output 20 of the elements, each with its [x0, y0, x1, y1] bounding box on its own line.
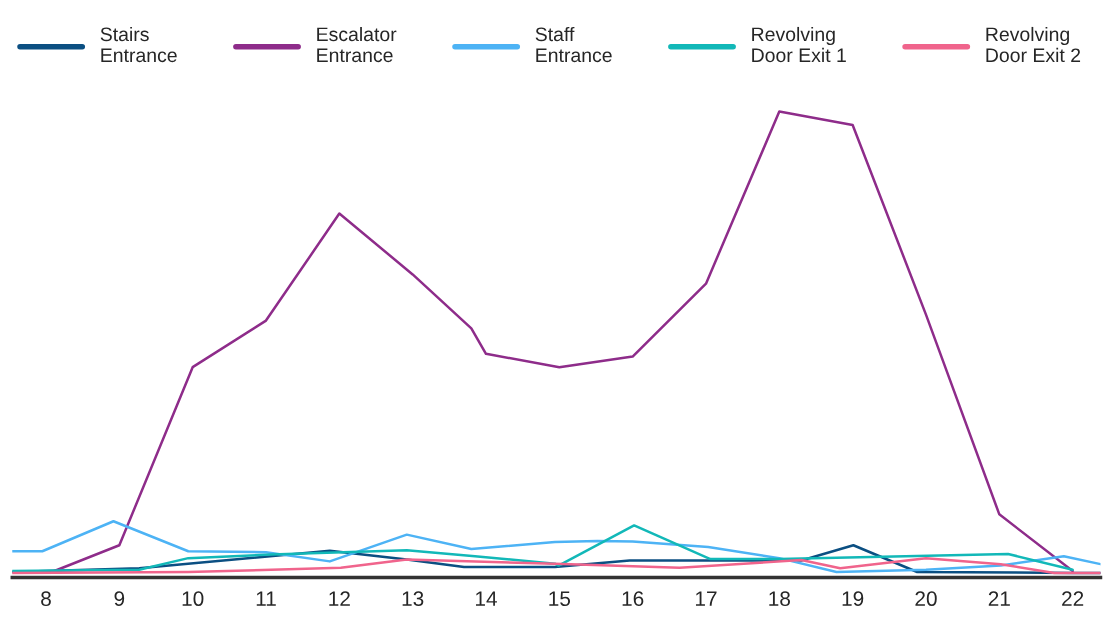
x-tick-label: 22	[1062, 591, 1084, 606]
x-tick-label: 11	[256, 591, 276, 606]
x-tick-label: 20	[915, 591, 937, 607]
x-tick-label: 13	[402, 591, 424, 607]
legend-label: Staff Entrance	[535, 26, 612, 63]
x-tick-label: 12	[329, 591, 350, 606]
x-tick-label: 8	[41, 591, 51, 607]
x-tick-label: 19	[842, 591, 864, 607]
legend-label: Revolving Door Exit 1	[752, 26, 846, 63]
x-tick-label: 15	[549, 591, 571, 607]
legend-label: Revolving Door Exit 2	[986, 26, 1081, 63]
x-tick-label: 17	[695, 591, 717, 606]
x-tick-label: 14	[475, 591, 497, 606]
x-tick-label: 18	[769, 591, 790, 607]
legend-label: Stairs Entrance	[100, 26, 177, 63]
legend-label: Escalator Entrance	[317, 26, 397, 63]
x-tick-label: 10	[182, 591, 204, 607]
x-tick-label: 21	[988, 591, 1010, 606]
x-tick-label: 16	[622, 591, 644, 607]
x-tick-label: 9	[114, 591, 125, 607]
